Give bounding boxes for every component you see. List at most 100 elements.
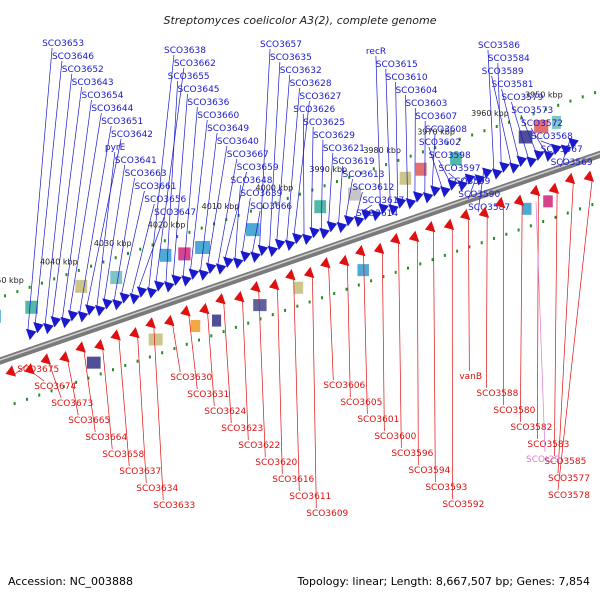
reverse-gene-label[interactable]: SCO3624 (204, 407, 246, 417)
forward-gene-label[interactable]: SCO3662 (174, 59, 216, 69)
forward-gene-label[interactable]: SCO3632 (280, 66, 322, 76)
forward-gene-label[interactable]: SCO3603 (405, 99, 447, 109)
forward-gene-label[interactable]: SCO3589 (482, 67, 524, 77)
reverse-gene-label[interactable]: SCO3630 (170, 373, 212, 383)
reverse-gene-label[interactable]: SCO3593 (425, 483, 467, 493)
forward-gene-label[interactable]: SCO3635 (270, 53, 312, 63)
reverse-gene-label[interactable]: SCO3594 (408, 466, 450, 476)
forward-gene-label[interactable]: SCO3598 (429, 151, 471, 161)
forward-gene-label[interactable]: SCO3655 (168, 72, 210, 82)
reverse-gene-label[interactable]: SCO3578 (548, 491, 590, 501)
forward-gene-label[interactable]: SCO3612 (352, 183, 394, 193)
forward-gene-label[interactable]: SCO3579 (501, 93, 543, 103)
reverse-gene-label[interactable]: SCO3606 (323, 381, 365, 391)
forward-gene-label[interactable]: SCO3602 (419, 138, 461, 148)
forward-gene-label[interactable]: SCO3642 (111, 130, 153, 140)
forward-gene-label[interactable]: SCO3590 (458, 190, 500, 200)
reverse-gene-label[interactable]: SCO3582 (510, 423, 552, 433)
forward-gene-label[interactable]: SCO3652 (62, 65, 104, 75)
forward-gene-label[interactable]: SCO3608 (425, 125, 467, 135)
reverse-gene-label[interactable]: SCO3609 (306, 509, 348, 519)
reverse-gene-label[interactable]: SCO3658 (102, 450, 144, 460)
forward-gene-label[interactable]: SCO3607 (415, 112, 457, 122)
forward-gene-label[interactable]: SCO3586 (478, 41, 520, 51)
forward-gene-label[interactable]: SCO3643 (72, 78, 114, 88)
reverse-gene-label[interactable]: SCO3673 (51, 399, 93, 409)
reverse-gene-label[interactable]: SCO3588 (476, 389, 518, 399)
reverse-gene-label[interactable]: SCO3585 (544, 457, 586, 467)
forward-gene-label[interactable]: SCO3569 (551, 158, 593, 168)
forward-gene-label[interactable]: SCO3659 (237, 163, 279, 173)
reverse-gene-label[interactable]: SCO3601 (357, 415, 399, 425)
reverse-gene-label[interactable]: SCO3637 (119, 467, 161, 477)
forward-gene-label[interactable]: SCO3667 (227, 150, 269, 160)
reverse-gene-label[interactable]: SCO3592 (442, 500, 484, 510)
reverse-gene-label[interactable]: SCO3664 (85, 433, 127, 443)
reverse-gene-label[interactable]: SCO3583 (527, 440, 569, 450)
forward-gene-label[interactable]: SCO3666 (250, 202, 292, 212)
forward-gene-label[interactable]: SCO3613 (343, 170, 385, 180)
reverse-gene-label[interactable]: SCO3605 (340, 398, 382, 408)
forward-gene-label[interactable]: SCO3629 (313, 131, 355, 141)
forward-gene-label[interactable]: SCO3619 (333, 157, 375, 167)
forward-gene-label[interactable]: SCO3657 (260, 40, 302, 50)
reverse-gene-label[interactable]: SCO3577 (548, 474, 590, 484)
forward-gene-label[interactable]: SCO3648 (230, 176, 272, 186)
reverse-gene-label[interactable]: SCO3633 (153, 501, 195, 511)
reverse-gene-label[interactable]: SCO3623 (221, 424, 263, 434)
forward-gene-label[interactable]: SCO3621 (323, 144, 365, 154)
forward-gene-label[interactable]: SCO3660 (197, 111, 239, 121)
forward-gene-label[interactable]: SCO3656 (144, 195, 186, 205)
reverse-gene-label[interactable]: SCO3611 (289, 492, 331, 502)
forward-gene-label[interactable]: SCO3654 (81, 91, 123, 101)
forward-gene-label[interactable]: SCO3649 (207, 124, 249, 134)
forward-gene-label[interactable]: SCO3614 (356, 209, 398, 219)
reverse-gene-label[interactable]: SCO3634 (136, 484, 178, 494)
forward-gene-label[interactable]: recR (366, 47, 386, 57)
forward-gene-label[interactable]: SCO3626 (293, 105, 335, 115)
forward-gene-label[interactable]: SCO3604 (395, 86, 437, 96)
forward-gene-label[interactable]: SCO3599 (448, 177, 490, 187)
forward-gene-label[interactable]: SCO3617 (362, 196, 404, 206)
reverse-gene-label[interactable]: SCO3620 (255, 458, 297, 468)
lower-rail-dot (394, 270, 397, 274)
forward-gene-label[interactable]: SCO3646 (52, 52, 94, 62)
forward-gene-label[interactable]: SCO3573 (511, 106, 553, 116)
forward-gene-label[interactable]: SCO3587 (468, 203, 510, 213)
forward-gene-label[interactable]: SCO3625 (303, 118, 345, 128)
rna-gene-label[interactable]: SCOt29 (526, 455, 560, 465)
reverse-gene-label[interactable]: SCO3600 (374, 432, 416, 442)
reverse-gene-label[interactable]: SCO3580 (493, 406, 535, 416)
forward-gene-label[interactable]: SCO3636 (187, 98, 229, 108)
forward-gene-label[interactable]: SCO3610 (386, 73, 428, 83)
forward-gene-label[interactable]: SCO3647 (154, 208, 196, 218)
forward-gene-label[interactable]: SCO3572 (521, 119, 563, 129)
forward-gene-label[interactable]: SCO3581 (492, 80, 534, 90)
forward-gene-label[interactable]: SCO3661 (134, 182, 176, 192)
reverse-gene-label[interactable]: SCO3631 (187, 390, 229, 400)
forward-gene-label[interactable]: SCO3627 (299, 92, 341, 102)
forward-gene-label[interactable]: SCO3628 (290, 79, 332, 89)
forward-gene-label[interactable]: SCO3644 (91, 104, 133, 114)
forward-gene-label[interactable]: SCO3615 (376, 60, 418, 70)
reverse-gene-label[interactable]: SCO3665 (68, 416, 110, 426)
forward-gene-label[interactable]: SCO3641 (115, 156, 157, 166)
forward-gene-label[interactable]: SCO3651 (101, 117, 143, 127)
reverse-gene-label[interactable]: SCO3675 (17, 365, 59, 375)
reverse-gene-label[interactable]: SCO3596 (391, 449, 433, 459)
forward-gene-label[interactable]: SCO3639 (240, 189, 282, 199)
forward-gene-label[interactable]: SCO3597 (439, 164, 481, 174)
forward-gene-label[interactable]: SCO3638 (164, 46, 206, 56)
forward-gene-label[interactable]: SCO3584 (488, 54, 530, 64)
forward-gene-label[interactable]: SCO3645 (178, 85, 220, 95)
forward-gene-label[interactable]: SCO3663 (125, 169, 167, 179)
reverse-gene-label[interactable]: SCO3674 (34, 382, 76, 392)
reverse-gene-label[interactable]: SCO3616 (272, 475, 314, 485)
forward-gene-label[interactable]: pyrE (105, 143, 126, 153)
forward-gene-label[interactable]: SCO3568 (531, 132, 573, 142)
forward-gene-label[interactable]: SCO3567 (541, 145, 583, 155)
reverse-gene-label[interactable]: SCO3622 (238, 441, 280, 451)
reverse-gene-label[interactable]: vanB (459, 372, 482, 382)
forward-gene-label[interactable]: SCO3640 (217, 137, 259, 147)
forward-gene-label[interactable]: SCO3653 (42, 39, 84, 49)
